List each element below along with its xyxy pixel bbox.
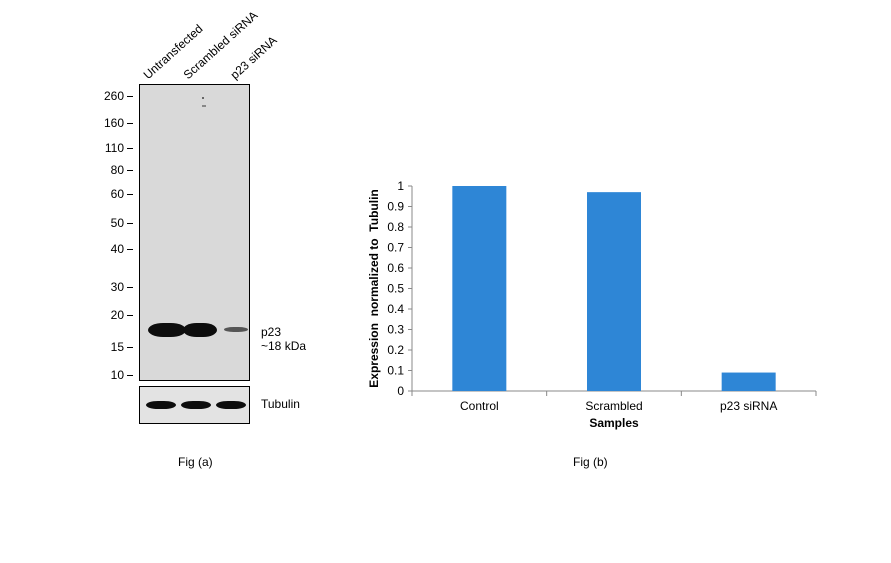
blot-membrane-tubulin: [139, 386, 250, 424]
x-axis-title: Samples: [589, 416, 639, 430]
band-tubulin-scrambled: [181, 401, 211, 409]
blot-speck: [202, 105, 206, 107]
bar-p23-sirna: [721, 372, 776, 391]
bar-scrambled: [587, 192, 641, 391]
chart-bars: [452, 186, 776, 391]
blot-speck: [202, 97, 204, 99]
target-size: ~18 kDa: [261, 339, 307, 353]
blot-membrane-p23: [139, 84, 250, 381]
band-p23-knockdown: [224, 327, 248, 332]
mw-tick: [127, 249, 133, 250]
mw-tick: [127, 315, 133, 316]
mw-tick: [127, 148, 133, 149]
band-tubulin-untransfected: [146, 401, 176, 409]
figure-b-caption: Fig (b): [573, 455, 608, 469]
y-tick-label: 0.7: [387, 241, 404, 255]
target-name: p23: [261, 325, 282, 339]
mw-tick: [127, 170, 133, 171]
x-category-label: Scrambled: [585, 399, 642, 413]
mw-marker-110: 110: [104, 141, 124, 155]
mw-tick: [127, 347, 133, 348]
mw-tick: [127, 96, 133, 97]
mw-marker-40: 40: [110, 242, 124, 256]
mw-marker-80: 80: [110, 163, 124, 177]
loading-control-label: Tubulin: [261, 397, 300, 411]
mw-marker-30: 30: [110, 280, 124, 294]
mw-tick: [127, 375, 133, 376]
mw-marker-20: 20: [110, 308, 124, 322]
y-tick-label: 0.5: [387, 282, 404, 296]
y-axis-title: Expression normalized to Tubulin: [367, 189, 381, 387]
mw-marker-50: 50: [110, 216, 124, 230]
y-tick-label: 0.9: [387, 200, 404, 214]
y-tick-label: 0.3: [387, 323, 404, 337]
y-tick-label: 0.6: [387, 261, 404, 275]
band-p23-untransfected: [148, 323, 186, 337]
mw-marker-15: 15: [110, 340, 124, 354]
y-tick-label: 0.1: [387, 364, 404, 378]
chart-labels: 0 0.1 0.2 0.3 0.4 0.5 0.6 0.7 0.8 0.9 1 Control Scra…: [367, 179, 777, 430]
mw-tick: [127, 123, 133, 124]
x-category-label: Control: [460, 399, 499, 413]
mw-tick: [127, 223, 133, 224]
figure-a-caption: Fig (a): [178, 455, 213, 469]
bar-control: [452, 186, 507, 391]
band-p23-scrambled: [183, 323, 217, 337]
y-tick-label: 1: [397, 179, 404, 193]
y-tick-label: 0.2: [387, 343, 404, 357]
mw-tick: [127, 287, 133, 288]
x-category-label: p23 siRNA: [720, 399, 777, 413]
band-tubulin-p23-sirna: [216, 401, 246, 409]
y-tick-label: 0.4: [387, 302, 404, 316]
mw-marker-60: 60: [110, 187, 124, 201]
y-tick-label: 0.8: [387, 220, 404, 234]
mw-marker-10: 10: [110, 368, 124, 382]
mw-tick: [127, 194, 133, 195]
mw-marker-260: 260: [103, 89, 124, 103]
y-tick-label: 0: [397, 384, 404, 398]
target-protein-label: p23 ~18 kDa: [261, 325, 306, 353]
mw-marker-160: 160: [103, 116, 124, 130]
